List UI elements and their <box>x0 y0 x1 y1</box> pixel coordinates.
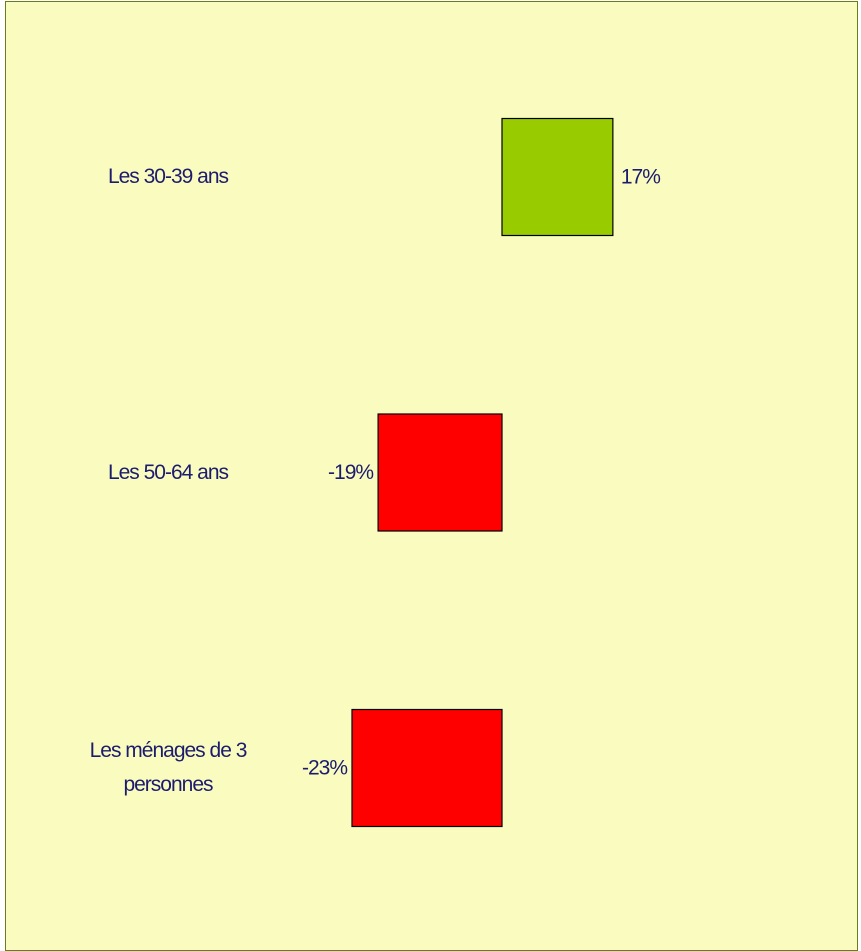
category-label: Les 50-64 ans <box>107 460 229 484</box>
value-label: 17% <box>621 166 660 189</box>
category-label: Les ménages de 3 personnes <box>89 739 248 796</box>
bar <box>501 117 614 237</box>
category-label: Les 30-39 ans <box>107 165 229 188</box>
value-label: -23% <box>302 757 347 780</box>
value-label: -19% <box>328 461 373 484</box>
bar <box>351 708 503 828</box>
bar <box>377 413 503 532</box>
